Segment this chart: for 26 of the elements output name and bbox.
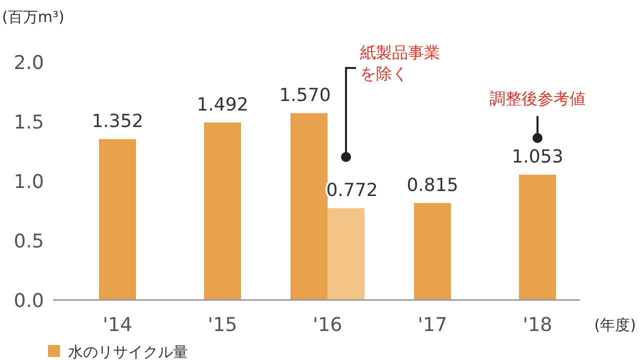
data-label: 0.772	[326, 180, 378, 202]
x-tick-label: '15	[208, 314, 238, 336]
bar	[328, 208, 364, 300]
x-tick-label: '16	[312, 314, 342, 336]
data-label: 1.352	[92, 111, 144, 132]
bar	[99, 139, 136, 300]
y-tick-label: 1.0	[14, 171, 44, 193]
annotation: 調整後参考値	[488, 88, 586, 109]
x-axis-title: (年度)	[594, 316, 636, 334]
data-label: 1.492	[196, 94, 248, 116]
data-label: 1.053	[512, 146, 564, 168]
data-label: 1.570	[279, 85, 331, 106]
y-tick-label: 0.5	[14, 230, 44, 252]
bar	[414, 203, 451, 300]
x-tick-label: '17	[418, 314, 448, 336]
y-tick-label: 1.5	[14, 112, 44, 134]
y-tick-label: 2.0	[14, 52, 44, 74]
bar	[519, 174, 556, 300]
x-tick-label: '14	[102, 314, 132, 336]
data-label: 0.815	[406, 175, 458, 196]
x-tick-label: '18	[522, 314, 552, 336]
bar	[204, 122, 241, 300]
y-axis-title: (百万m³)	[2, 8, 64, 26]
annotation: 紙製品事業を除く	[360, 42, 441, 84]
legend-label: 水のリサイクル量	[68, 343, 188, 360]
y-tick-label: 0.0	[14, 290, 44, 312]
